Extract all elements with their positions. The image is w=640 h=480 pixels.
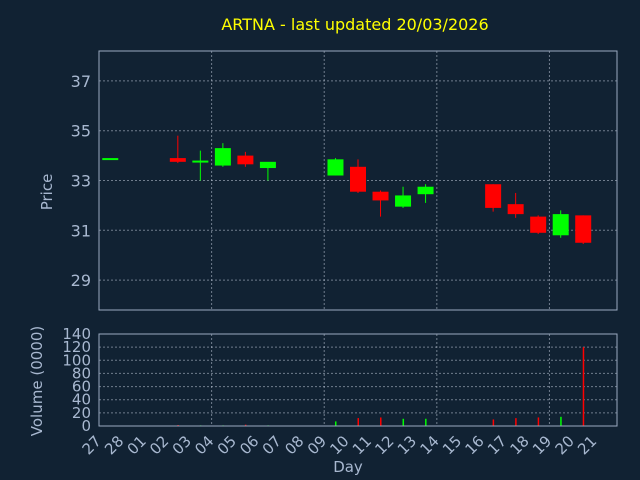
candle-body	[169, 158, 186, 162]
candles	[102, 135, 592, 245]
price-tick-label: 37	[71, 72, 91, 91]
price-tick-label: 35	[71, 122, 91, 141]
price-tick-label: 31	[71, 221, 91, 240]
volume-bar-20	[582, 347, 585, 426]
candle-06	[259, 161, 276, 181]
volume-bar-10	[357, 418, 359, 426]
volume-bar-19	[560, 416, 562, 426]
chart-title: ARTNA - last updated 20/03/2026	[221, 15, 488, 34]
volume-axis-label: Volume (0000)	[28, 326, 46, 436]
candle-body	[552, 214, 569, 236]
x-axis-ticks: 2728010203040506070809101112131415161718…	[79, 432, 601, 458]
candle-body	[417, 186, 434, 195]
candle-18	[530, 215, 547, 235]
volume-bar-17	[515, 418, 517, 426]
candle-27	[102, 158, 119, 161]
price-y-ticks: 29 31 33 35 37	[71, 72, 91, 290]
candle-body	[350, 166, 366, 192]
candle-body	[102, 158, 119, 161]
candle-13	[417, 184, 434, 203]
volume-bar-16	[492, 419, 495, 426]
volume-frame	[98, 333, 618, 427]
volume-tick-label: 100	[62, 351, 91, 369]
candle-body	[485, 184, 502, 208]
volume-bar-11	[380, 417, 382, 426]
candle-05	[237, 151, 254, 167]
candle-16	[485, 184, 502, 212]
candle-03	[192, 150, 209, 181]
volume-bar-18	[537, 417, 540, 426]
candle-body	[327, 159, 344, 176]
candle-body	[575, 215, 592, 243]
volume-bar-12	[402, 418, 405, 426]
candle-body	[214, 148, 231, 166]
volume-bar-09	[334, 421, 337, 426]
price-tick-label: 33	[71, 172, 91, 191]
candle-10	[350, 159, 366, 193]
candle-body	[395, 195, 412, 207]
candle-body	[192, 160, 209, 163]
candle-body	[237, 155, 254, 165]
price-axis-label: Price	[38, 174, 56, 211]
candle-17	[507, 192, 524, 218]
x-tick-label: 21	[574, 432, 600, 458]
volume-tick-label: 40	[72, 391, 91, 409]
candle-04	[214, 143, 231, 167]
price-frame	[98, 50, 618, 311]
candle-11	[372, 190, 389, 217]
candle-body	[507, 204, 524, 215]
volume-tick-label: 140	[62, 325, 91, 343]
price-tick-label: 29	[71, 271, 91, 290]
candle-body	[530, 216, 547, 233]
volume-tick-label: 0	[81, 417, 91, 435]
volume-tick-label: 20	[72, 404, 91, 422]
candle-02	[169, 135, 186, 164]
price-grid	[99, 51, 617, 310]
volume-tick-label: 60	[72, 378, 91, 396]
volume-bar-13	[425, 418, 427, 426]
candle-body	[372, 191, 389, 201]
candle-20	[575, 215, 592, 245]
price-panel: 29 31 33 35 37 Price	[38, 50, 618, 311]
candle-body	[259, 161, 276, 169]
volume-tick-label: 120	[62, 338, 91, 356]
candle-12	[395, 186, 412, 208]
volume-bars	[109, 347, 585, 427]
candle-09	[327, 158, 344, 176]
x-axis-label: Day	[333, 458, 363, 476]
volume-tick-label: 80	[72, 364, 91, 382]
volume-bar-05	[244, 424, 247, 426]
candle-19	[552, 210, 569, 238]
volume-grid	[99, 333, 617, 427]
